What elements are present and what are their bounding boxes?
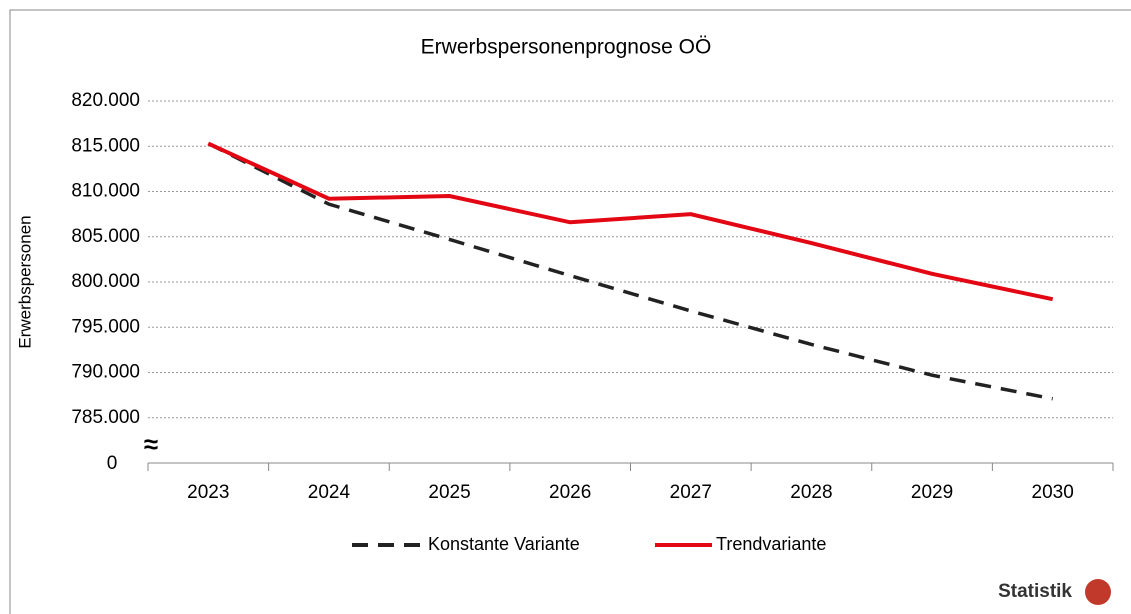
legend-label: Konstante Variante (428, 534, 580, 554)
y-tick-label: 795.000 (71, 316, 140, 337)
y-tick-label: 815.000 (71, 135, 140, 156)
y-tick-label: 820.000 (71, 90, 140, 111)
y-tick-label: 800.000 (71, 271, 140, 292)
line-series (207, 141, 1054, 401)
legend-label: Trendvariante (716, 534, 826, 554)
x-tick-label: 2030 (1032, 482, 1074, 503)
chart-title: Erwerbspersonenprognose OÖ (421, 36, 712, 59)
x-tick-label: 2027 (670, 482, 712, 503)
x-tick-label: 2024 (308, 482, 351, 503)
y-tick-label: 785.000 (71, 407, 140, 428)
line-series (207, 141, 1054, 302)
chart-border (9, 9, 1131, 614)
axis-break-symbol: ≈ (144, 429, 158, 459)
x-tick-label: 2023 (187, 482, 229, 503)
x-tick-label: 2028 (790, 482, 832, 503)
logo-icon (1085, 579, 1111, 605)
y-break-label: 0 (107, 453, 118, 474)
x-tick-label: 2025 (428, 482, 470, 503)
y-tick-label: 805.000 (71, 226, 140, 247)
y-tick-label: 810.000 (71, 181, 140, 202)
logo-text: Statistik (998, 581, 1072, 602)
y-tick-label: 790.000 (71, 362, 140, 383)
x-tick-label: 2029 (911, 482, 953, 503)
x-tick-label: 2026 (549, 482, 591, 503)
y-axis-label: Erwerbspersonen (15, 215, 34, 348)
